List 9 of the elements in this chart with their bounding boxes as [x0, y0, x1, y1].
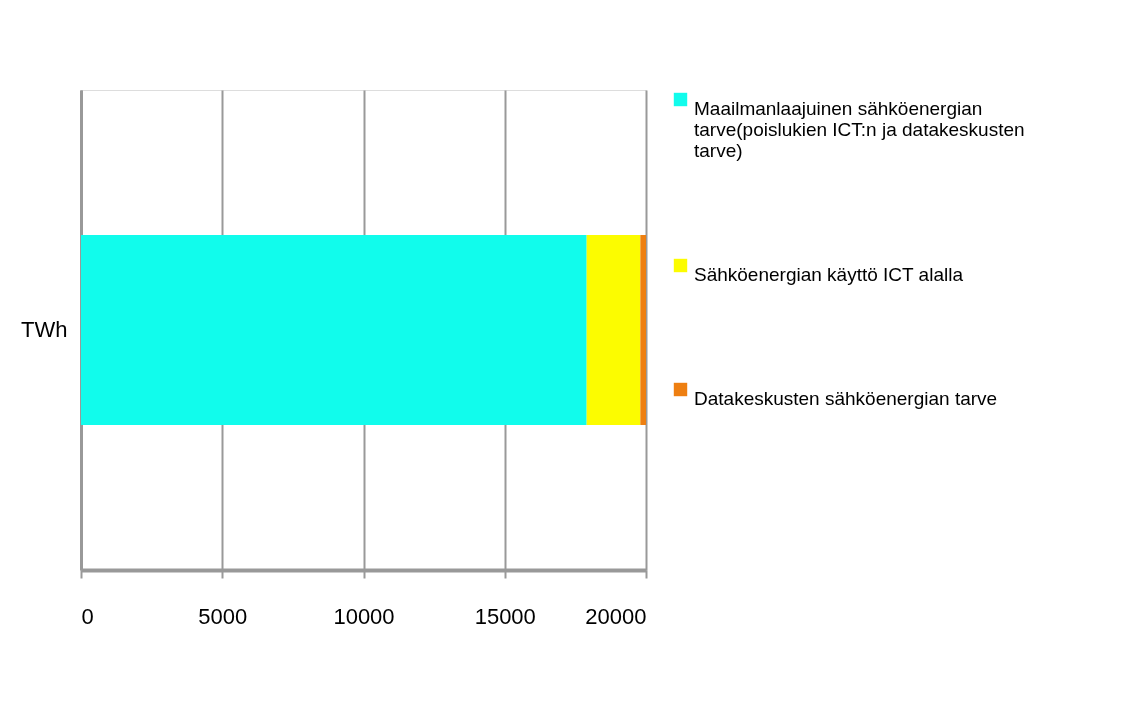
x-tick-label: 0 [81, 603, 94, 629]
legend-label: Maailmanlaajuinen sähköenergian tarve(poislukien ICT:n ja datakeskusten tarve) [694, 97, 1025, 161]
x-tick-label: 5000 [198, 603, 248, 629]
x-tick-label: 10000 [333, 603, 395, 629]
legend-label: Sähköenergian käyttö ICT alalla [694, 263, 964, 285]
x-tick-label: 15000 [474, 603, 536, 629]
legend-label: Datakeskusten sähköenergian tarve [694, 387, 998, 409]
y-tick-label: TWh [21, 317, 68, 342]
x-tick-label: 20000 [585, 603, 647, 629]
